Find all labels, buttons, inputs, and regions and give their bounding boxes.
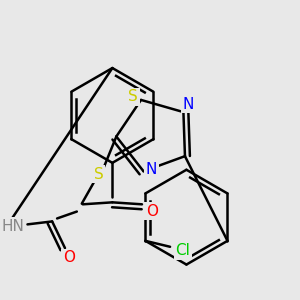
Text: Cl: Cl <box>176 243 190 258</box>
Text: S: S <box>128 89 138 104</box>
Text: O: O <box>63 250 75 266</box>
Text: N: N <box>146 162 157 177</box>
Text: N: N <box>183 97 194 112</box>
Text: O: O <box>146 204 158 219</box>
Text: S: S <box>94 167 103 182</box>
Text: HN: HN <box>1 219 24 234</box>
